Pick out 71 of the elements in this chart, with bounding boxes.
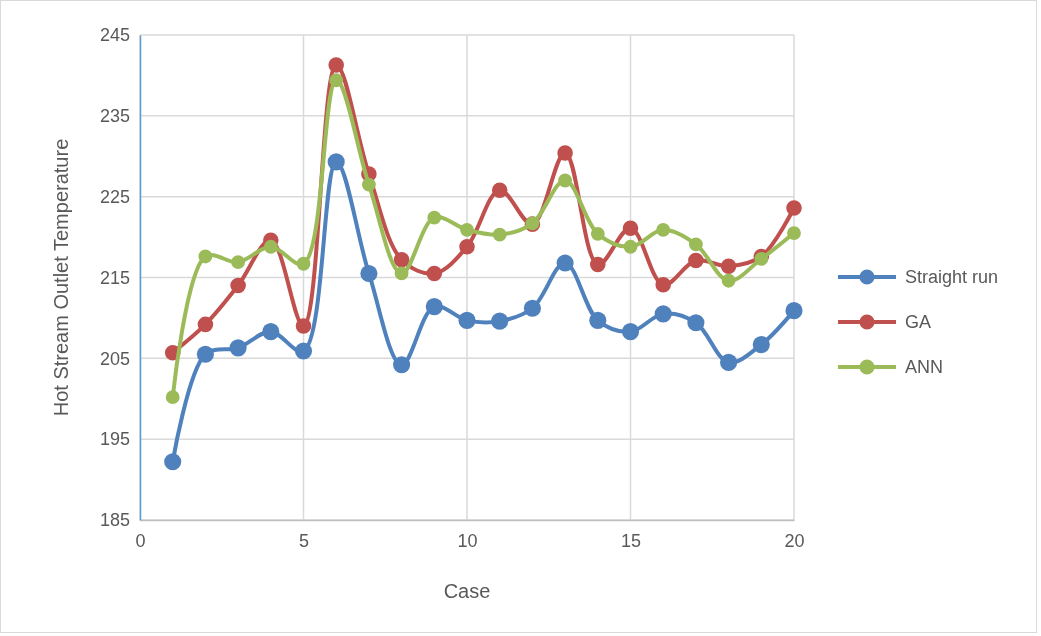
point (491, 312, 509, 330)
point (491, 182, 508, 198)
point (720, 258, 737, 274)
point (655, 277, 671, 293)
point (556, 254, 574, 272)
point (393, 356, 411, 374)
point (197, 316, 214, 333)
legend-label: ANN (905, 357, 944, 377)
point (654, 305, 672, 323)
point (721, 273, 736, 288)
point (459, 239, 475, 255)
y-tick-label: 225 (99, 186, 130, 207)
y-tick-label: 215 (99, 267, 130, 288)
point (328, 57, 344, 73)
point (785, 302, 803, 320)
point (165, 390, 180, 405)
point (296, 256, 311, 271)
legend-label: GA (905, 312, 932, 332)
point (164, 453, 182, 471)
y-tick-label: 245 (99, 25, 130, 46)
point (623, 239, 638, 254)
point (425, 298, 443, 316)
x-axis-title: Case (443, 580, 491, 602)
point (327, 153, 345, 171)
point (294, 342, 313, 360)
point (622, 220, 639, 236)
point (460, 222, 474, 237)
x-tick-label: 15 (620, 530, 642, 551)
point (656, 222, 671, 237)
point (687, 314, 705, 332)
point (229, 339, 247, 357)
legend-label: Straight run (905, 267, 999, 287)
point (754, 252, 769, 266)
point (329, 73, 344, 88)
point (361, 177, 376, 192)
y-axis-title: Hot Stream Outlet Temperature (50, 138, 72, 417)
point (231, 255, 246, 270)
point (427, 210, 442, 225)
point (394, 266, 409, 281)
point (263, 239, 278, 254)
point (590, 226, 605, 241)
point (262, 323, 280, 341)
y-tick-label: 235 (99, 106, 130, 127)
point (688, 237, 703, 252)
point (752, 336, 770, 354)
point (720, 353, 738, 371)
point (458, 311, 476, 329)
point (786, 200, 802, 216)
point (621, 323, 640, 341)
x-tick-label: 10 (457, 530, 478, 551)
point (589, 311, 607, 329)
point (688, 252, 704, 269)
y-tick-label: 185 (99, 510, 130, 531)
point (198, 249, 213, 264)
y-tick-label: 195 (99, 429, 130, 450)
point (295, 318, 312, 334)
y-tick-label: 205 (99, 348, 130, 369)
point (393, 251, 410, 268)
point (558, 173, 573, 188)
point (360, 264, 378, 282)
x-tick-label: 0 (135, 530, 146, 551)
x-tick-label: 20 (784, 530, 805, 551)
point (196, 345, 214, 363)
point (590, 256, 606, 273)
point (230, 277, 246, 294)
point (787, 226, 801, 240)
point (426, 265, 443, 282)
x-tick-label: 5 (298, 530, 310, 551)
point (557, 145, 573, 161)
point (523, 299, 541, 317)
point (492, 227, 507, 242)
